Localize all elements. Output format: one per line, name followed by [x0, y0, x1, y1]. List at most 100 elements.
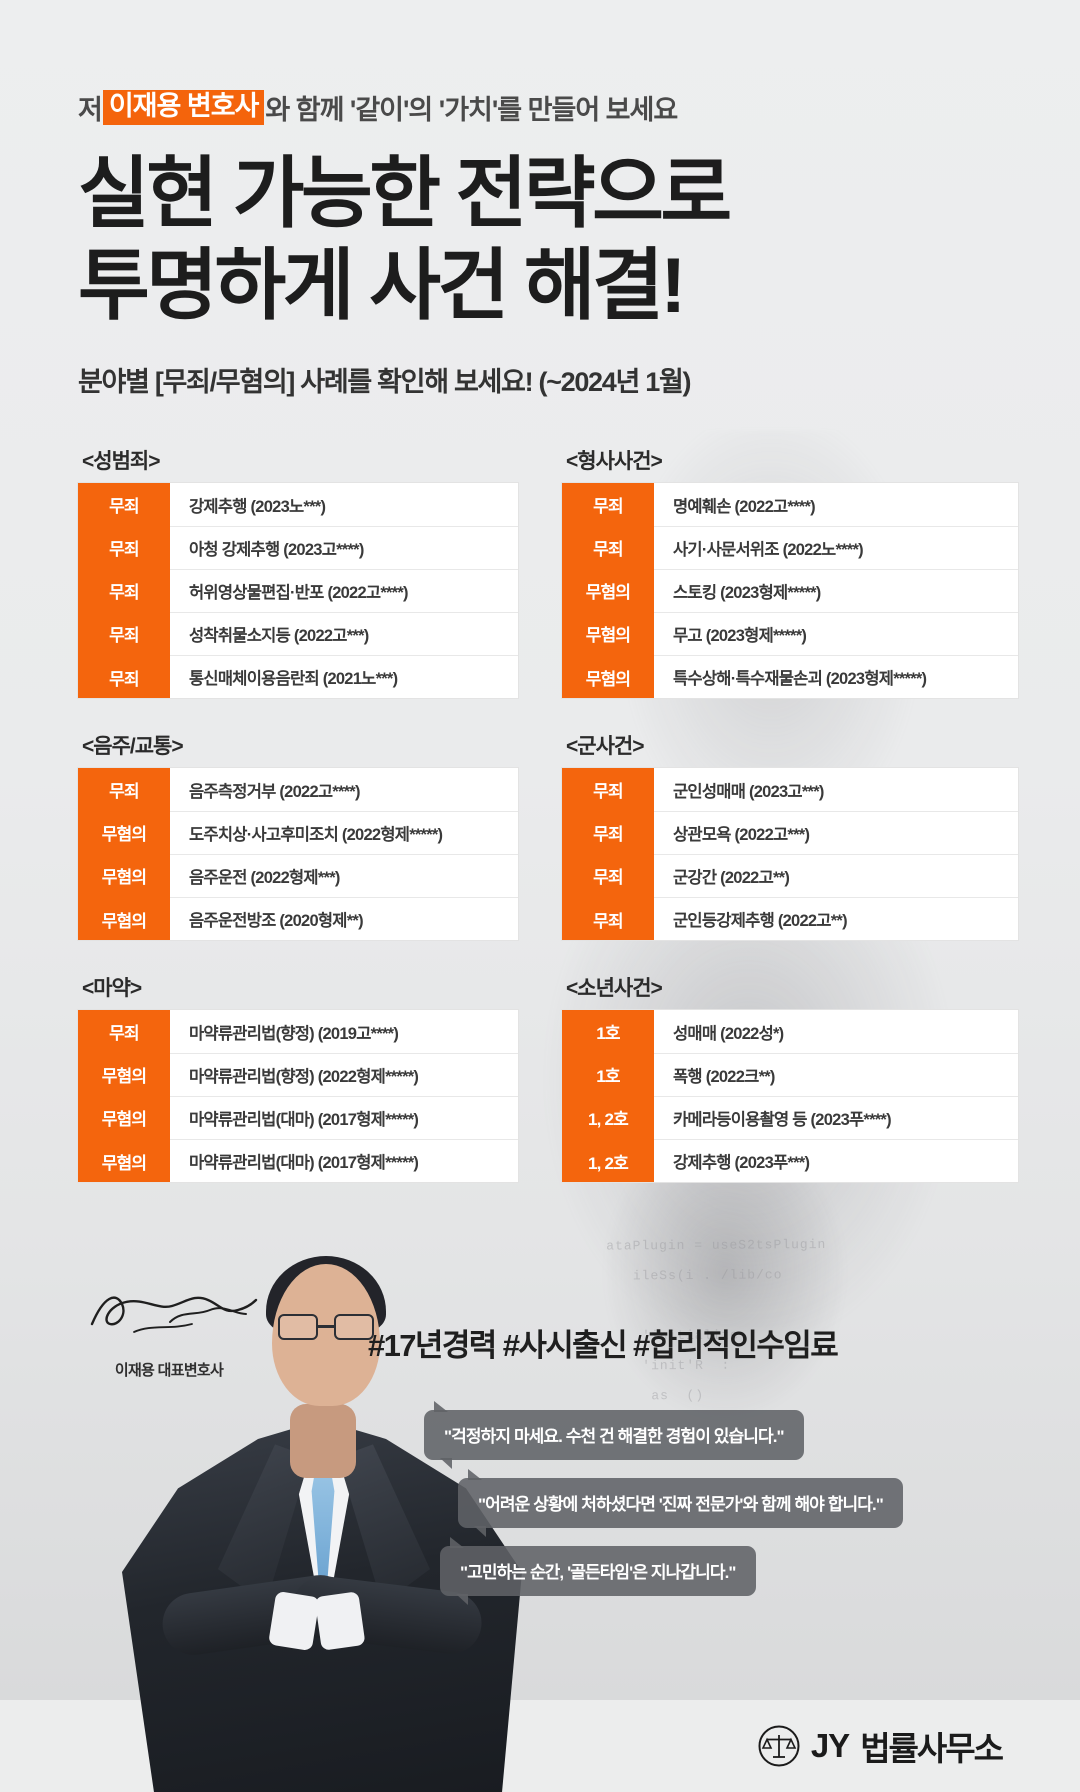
brand-logo: JY 법률사무소	[758, 1722, 1004, 1770]
section-caption: <음주/교통>	[82, 735, 184, 759]
table-row: 무죄 명예훼손 (2022고****)	[562, 483, 1018, 527]
case-label: 마약류관리법(향정) (2022형제*****)	[170, 1052, 518, 1097]
quote-bubble: "어려운 상황에 처하셨다면 '진짜 전문가'와 함께 해야 합니다."	[458, 1469, 903, 1538]
case-label: 무고 (2023형제*****)	[654, 611, 1018, 656]
verdict-badge: 1호	[562, 1010, 654, 1054]
case-label: 명예훼손 (2022고****)	[673, 497, 816, 516]
case-table: 무죄 강제추행 (2023노***) 무죄 아청 강제추행 (2023고****…	[78, 483, 518, 699]
verdict-badge: 무혐의	[78, 1052, 170, 1097]
table-row: 무혐의 도주치상·사고후미조치 (2022형제*****)	[78, 810, 518, 855]
table-row: 무혐의 마약류관리법(대마) (2017형제*****)	[78, 1138, 518, 1183]
case-label: 마약류관리법(대마) (2017형제*****)	[170, 1095, 518, 1140]
quote-row: "걱정하지 마세요. 수천 건 해결한 경험이 있습니다."	[424, 1401, 1020, 1470]
signature-icon	[90, 1296, 258, 1334]
table-row: 무죄 군인성매매 (2023고***)	[562, 768, 1018, 812]
case-section-sex-crime: <성범죄> 무죄 강제추행 (2023노***) 무죄 아청 강제추행 (202…	[78, 445, 518, 699]
case-section-dui-traffic: <음주/교통> 무죄 음주측정거부 (2022고****) 무혐의 도주치상·사…	[78, 730, 518, 941]
case-label: 허위영상물편집·반포 (2022고****)	[170, 568, 518, 613]
case-label: 상관모욕 (2022고***)	[654, 810, 1018, 855]
case-label: 특수상해·특수재물손괴 (2023형제*****)	[654, 654, 1018, 699]
case-label: 성매매 (2022성*)	[673, 1024, 784, 1043]
verdict-badge: 무죄	[562, 483, 654, 527]
case-results-grid: <성범죄> 무죄 강제추행 (2023노***) 무죄 아청 강제추행 (202…	[0, 445, 1080, 1214]
case-label: 사기·사문서위조 (2022노****)	[654, 525, 1018, 570]
quote-bubble: "걱정하지 마세요. 수천 건 해결한 경험이 있습니다."	[424, 1401, 804, 1470]
verdict-badge: 무죄	[78, 483, 170, 527]
portrait-tie	[311, 1460, 335, 1589]
portrait-cuff-right	[268, 1591, 320, 1652]
table-row: 무혐의 마약류관리법(대마) (2017형제*****)	[78, 1095, 518, 1140]
section-caption: <성범죄>	[82, 450, 161, 474]
case-label: 군인등강제추행 (2022고**)	[654, 896, 1018, 941]
case-label: 스토킹 (2023형제*****)	[654, 568, 1018, 613]
table-row: 무죄 허위영상물편집·반포 (2022고****)	[78, 568, 518, 613]
case-table: 1호 성매매 (2022성*) 1호 폭행 (2022크**) 1, 2호 카메…	[562, 1010, 1018, 1183]
table-row: 무죄 음주측정거부 (2022고****)	[78, 768, 518, 812]
verdict-badge: 무죄	[78, 654, 170, 699]
signature-name: 이재용 대표변호사	[114, 1362, 224, 1380]
case-label: 폭행 (2022크**)	[654, 1052, 1018, 1097]
verdict-badge: 무죄	[78, 611, 170, 656]
table-row: 무죄 강제추행 (2023노***)	[78, 483, 518, 527]
kicker-line: 저 이재용 변호사 와 함께 '같이'의 '가치'를 만들어 보세요	[78, 88, 1080, 127]
case-label: 카메라등이용촬영 등 (2023푸****)	[654, 1095, 1018, 1140]
portrait-neck	[290, 1404, 356, 1479]
table-row: 무죄 사기·사문서위조 (2022노****)	[562, 525, 1018, 570]
verdict-badge: 무혐의	[78, 896, 170, 941]
verdict-badge: 무혐의	[78, 1095, 170, 1140]
glasses-icon	[278, 1314, 374, 1341]
case-label: 도주치상·사고후미조치 (2022형제*****)	[170, 810, 518, 855]
quote-bubble: "고민하는 순간, '골든타임'은 지나갑니다."	[440, 1537, 756, 1606]
table-row: 1호 폭행 (2022크**)	[562, 1052, 1018, 1097]
quote-bubbles: "걱정하지 마세요. 수천 건 해결한 경험이 있습니다." "어려운 상황에 …	[400, 1401, 1020, 1614]
kicker-before: 저	[78, 95, 103, 125]
page-title: 실현 가능한 전략으로 투명하게 사건 해결!	[78, 149, 1080, 330]
headline-line-1: 실현 가능한 전략으로	[78, 149, 732, 237]
brand-initials: JY	[810, 1727, 850, 1765]
verdict-badge: 무죄	[562, 896, 654, 941]
case-label: 강제추행 (2023푸***)	[654, 1138, 1018, 1183]
kicker-after: 와 함께 '같이'의 '가치'를 만들어 보세요	[265, 95, 678, 125]
table-row: 1, 2호 강제추행 (2023푸***)	[562, 1138, 1018, 1183]
table-row: 무죄 군인등강제추행 (2022고**)	[562, 896, 1018, 941]
subheadline: 분야별 [무죄/무혐의] 사례를 확인해 보세요! (~2024년 1월)	[78, 367, 691, 398]
case-section-juvenile: <소년사건> 1호 성매매 (2022성*) 1호 폭행 (2022크**) 1…	[562, 972, 1018, 1183]
table-row: 무혐의 특수상해·특수재물손괴 (2023형제*****)	[562, 654, 1018, 699]
brand-name: 법률사무소	[860, 1730, 1004, 1768]
table-row: 1, 2호 카메라등이용촬영 등 (2023푸****)	[562, 1095, 1018, 1140]
verdict-badge: 무죄	[562, 810, 654, 855]
portrait-cuff-left	[314, 1591, 366, 1652]
case-label: 성착취물소지등 (2022고***)	[170, 611, 518, 656]
quote-row: "어려운 상황에 처하셨다면 '진짜 전문가'와 함께 해야 합니다."	[458, 1469, 1020, 1538]
verdict-badge: 무혐의	[78, 1138, 170, 1183]
verdict-badge: 무혐의	[562, 568, 654, 613]
case-label: 군강간 (2022고**)	[654, 853, 1018, 898]
table-row: 무죄 군강간 (2022고**)	[562, 853, 1018, 898]
headline-line-2: 투명하게 사건 해결!	[78, 240, 686, 329]
verdict-badge: 1, 2호	[562, 1095, 654, 1140]
case-table: 무죄 명예훼손 (2022고****) 무죄 사기·사문서위조 (2022노**…	[562, 483, 1018, 699]
verdict-badge: 무죄	[78, 525, 170, 570]
table-row: 무죄 아청 강제추행 (2023고****)	[78, 525, 518, 570]
case-label: 마약류관리법(대마) (2017형제*****)	[170, 1138, 518, 1183]
verdict-badge: 무죄	[78, 1010, 170, 1054]
section-caption: <마약>	[82, 977, 142, 1001]
case-section-military: <군사건> 무죄 군인성매매 (2023고***) 무죄 상관모욕 (2022고…	[562, 730, 1018, 941]
case-section-criminal: <형사사건> 무죄 명예훼손 (2022고****) 무죄 사기·사문서위조 (…	[562, 445, 1018, 699]
table-row: 무혐의 음주운전 (2022형제***)	[78, 853, 518, 898]
table-row: 무혐의 무고 (2023형제*****)	[562, 611, 1018, 656]
case-label: 강제추행 (2023노***)	[189, 497, 326, 516]
verdict-badge: 무혐의	[78, 853, 170, 898]
case-table: 무죄 음주측정거부 (2022고****) 무혐의 도주치상·사고후미조치 (2…	[78, 768, 518, 941]
section-caption: <군사건>	[566, 735, 645, 759]
verdict-badge: 무죄	[562, 768, 654, 812]
verdict-badge: 1호	[562, 1052, 654, 1097]
poster-footer: 이재용 대표변호사 #17년경력 #사시출신 #합리적인수임료 "걱정하지 마세…	[0, 1232, 1080, 1792]
verdict-badge: 무죄	[562, 525, 654, 570]
case-label: 통신매체이용음란죄 (2021노***)	[170, 654, 518, 699]
case-label: 마약류관리법(향정) (2019고****)	[189, 1024, 399, 1043]
verdict-badge: 1, 2호	[562, 1138, 654, 1183]
case-section-drugs: <마약> 무죄 마약류관리법(향정) (2019고****) 무혐의 마약류관리…	[78, 972, 518, 1183]
kicker-highlight: 이재용 변호사	[102, 90, 265, 125]
table-row: 무혐의 음주운전방조 (2020형제**)	[78, 896, 518, 941]
